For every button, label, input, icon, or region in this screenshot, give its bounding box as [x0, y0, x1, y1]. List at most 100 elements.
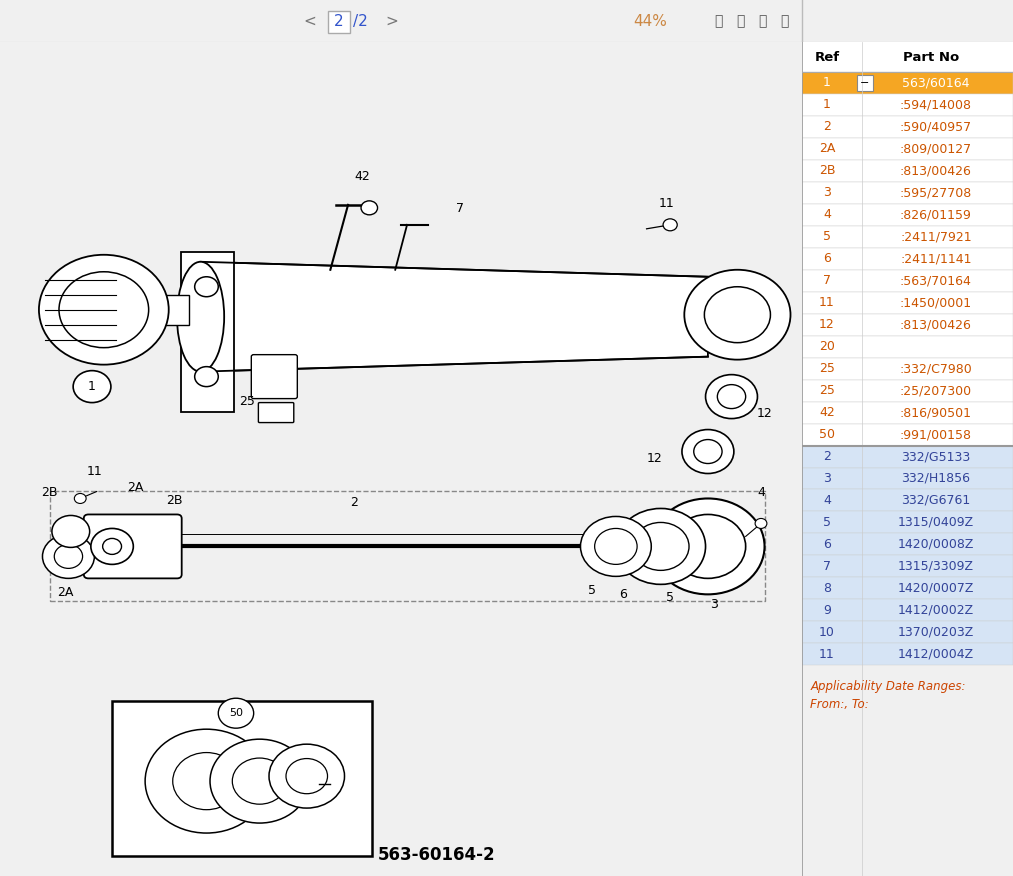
Ellipse shape: [177, 262, 224, 371]
Text: 4: 4: [757, 486, 765, 499]
Bar: [153, 294, 188, 325]
Text: 5: 5: [823, 516, 831, 529]
Bar: [802, 160, 1013, 182]
Circle shape: [59, 272, 149, 348]
Bar: [802, 468, 1013, 490]
Text: 2: 2: [334, 13, 343, 29]
Circle shape: [55, 544, 83, 569]
Text: <: <: [304, 13, 316, 29]
Bar: [802, 116, 1013, 138]
Bar: [802, 401, 1013, 424]
Bar: [802, 555, 1013, 577]
Text: 5: 5: [667, 591, 675, 604]
Text: 25: 25: [820, 362, 835, 375]
Text: 10: 10: [820, 625, 835, 639]
Text: 2B: 2B: [166, 494, 183, 507]
Circle shape: [616, 508, 705, 584]
Text: 563/60164: 563/60164: [903, 76, 969, 89]
Text: 11: 11: [820, 296, 835, 309]
Text: /2: /2: [353, 13, 368, 29]
Text: :590/40957: :590/40957: [900, 120, 971, 133]
Circle shape: [91, 528, 134, 564]
Text: 7: 7: [456, 201, 464, 215]
Text: 12: 12: [647, 451, 663, 464]
Bar: [802, 314, 1013, 336]
Circle shape: [685, 270, 790, 360]
Text: :332/C7980: :332/C7980: [900, 362, 972, 375]
Bar: [802, 42, 1013, 72]
Text: 🔍: 🔍: [735, 14, 745, 28]
Text: 332/G5133: 332/G5133: [902, 450, 970, 463]
Circle shape: [704, 286, 771, 343]
Circle shape: [269, 745, 344, 808]
Text: :826/01159: :826/01159: [900, 208, 971, 222]
Circle shape: [218, 698, 253, 728]
Circle shape: [194, 367, 218, 386]
Text: :991/00158: :991/00158: [900, 428, 971, 441]
Text: 12: 12: [820, 318, 835, 331]
Bar: [802, 512, 1013, 533]
Bar: [802, 446, 1013, 468]
Bar: [802, 357, 1013, 379]
Text: 2: 2: [350, 497, 358, 510]
Text: 🔍: 🔍: [714, 14, 722, 28]
Text: 1315/0409Z: 1315/0409Z: [898, 516, 973, 529]
Text: 7: 7: [823, 560, 831, 573]
Circle shape: [286, 759, 327, 794]
Circle shape: [682, 429, 733, 474]
Circle shape: [632, 522, 689, 570]
Text: 1: 1: [824, 76, 831, 89]
Bar: [802, 379, 1013, 401]
Text: 3: 3: [710, 598, 718, 611]
Text: 6: 6: [824, 538, 831, 551]
Text: 5: 5: [823, 230, 831, 244]
Circle shape: [361, 201, 378, 215]
Circle shape: [651, 498, 765, 594]
Text: 11: 11: [86, 464, 102, 477]
Text: :1450/0001: :1450/0001: [900, 296, 971, 309]
Bar: [802, 138, 1013, 160]
Text: 20: 20: [820, 340, 835, 353]
Circle shape: [102, 539, 122, 555]
Text: :813/00426: :813/00426: [900, 318, 971, 331]
Bar: [802, 621, 1013, 643]
Circle shape: [705, 375, 758, 419]
Circle shape: [145, 729, 267, 833]
Circle shape: [194, 277, 218, 297]
Polygon shape: [201, 262, 708, 371]
Text: 🔍: 🔍: [780, 14, 788, 28]
Circle shape: [73, 371, 110, 403]
Text: 4: 4: [824, 208, 831, 222]
Bar: [802, 643, 1013, 665]
Text: 1315/3309Z: 1315/3309Z: [898, 560, 973, 573]
Text: :25/207300: :25/207300: [900, 384, 971, 397]
Bar: [802, 182, 1013, 204]
Text: 9: 9: [824, 604, 831, 617]
Text: 2B: 2B: [42, 486, 58, 499]
Text: 332/H1856: 332/H1856: [902, 472, 970, 485]
Text: 1412/0004Z: 1412/0004Z: [898, 647, 973, 661]
Circle shape: [671, 514, 746, 578]
Text: 1420/0008Z: 1420/0008Z: [898, 538, 975, 551]
Text: 3: 3: [824, 472, 831, 485]
Text: 332/G6761: 332/G6761: [902, 494, 970, 507]
Circle shape: [694, 440, 722, 463]
Text: 11: 11: [820, 647, 835, 661]
Bar: [802, 292, 1013, 314]
Text: 44%: 44%: [633, 13, 667, 29]
Bar: [802, 94, 1013, 116]
FancyBboxPatch shape: [251, 355, 298, 399]
Text: :595/27708: :595/27708: [900, 187, 971, 200]
Text: 50: 50: [229, 708, 243, 718]
Text: Applicability Date Ranges:: Applicability Date Ranges:: [810, 681, 965, 693]
Text: 25: 25: [820, 384, 835, 397]
Bar: [802, 490, 1013, 512]
Circle shape: [595, 528, 637, 564]
Text: Part No: Part No: [903, 51, 959, 64]
Bar: [180, 251, 234, 412]
Text: :816/90501: :816/90501: [900, 406, 971, 419]
Bar: [802, 72, 1013, 94]
Text: 🔍: 🔍: [758, 14, 766, 28]
Text: 50: 50: [820, 428, 835, 441]
Text: 25: 25: [239, 394, 254, 407]
